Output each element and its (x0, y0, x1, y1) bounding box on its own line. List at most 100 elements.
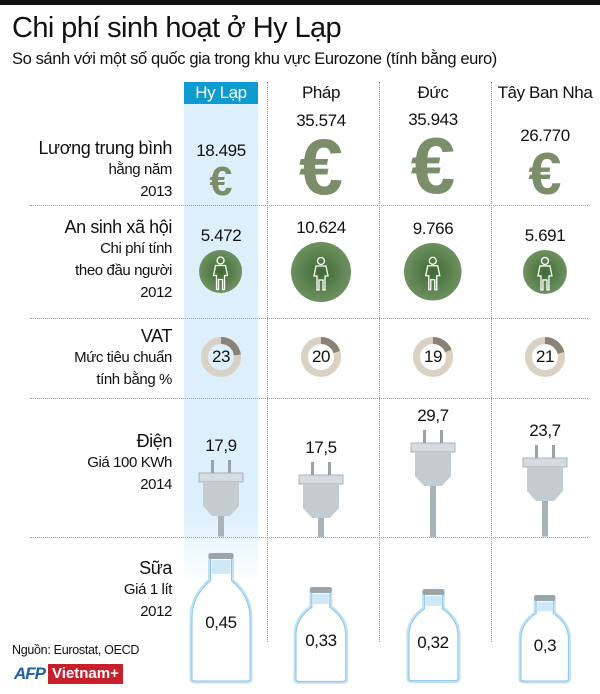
vat-donut-icon (301, 337, 341, 377)
row-label-line: An sinh xã hội (64, 217, 173, 237)
value-label: 5.472 (200, 226, 242, 246)
column-divider (491, 82, 492, 642)
bottle-neck-air (537, 602, 553, 612)
person-icon (291, 242, 351, 302)
row-label-line: 2012 (140, 603, 172, 620)
row-label: VAT Mức tiêu chuẩn tính bằng % (74, 325, 172, 391)
value-label: 19 (423, 347, 443, 366)
donut-slice (220, 337, 241, 356)
value-label: 21 (535, 347, 555, 366)
row-label: Sữa Giá 1 lít 2012 (124, 557, 172, 623)
plug-icon (298, 461, 344, 537)
person-circle (523, 250, 567, 294)
bottle-cap (534, 595, 556, 601)
bottle-neck-air (425, 596, 441, 607)
euro-icon: € (209, 158, 233, 205)
chart-subtitle: So sánh với một số quốc gia trong khu vự… (12, 50, 497, 68)
plug-body (527, 467, 563, 502)
bottle-body (295, 590, 347, 682)
plug-prong (328, 461, 331, 476)
vat-donut-icon (413, 337, 453, 377)
plug-cord (218, 516, 224, 537)
column-divider (379, 82, 380, 642)
bottle-cap (310, 586, 332, 593)
value-label: 9.766 (412, 219, 454, 239)
value-label: 0,32 (417, 632, 449, 652)
value-label: 35.574 (296, 110, 346, 130)
value-label: 35.943 (408, 110, 458, 129)
value-label: 18.495 (196, 141, 246, 161)
vietnamplus-logo: Vietnam+ (48, 664, 123, 684)
value-label: 23 (211, 347, 231, 366)
person-circle (291, 242, 351, 302)
row-label-line: Sữa (139, 558, 172, 578)
row-label-line: Chi phí tính (100, 240, 172, 257)
logo: AFP Vietnam+ (14, 664, 123, 684)
value-label: 0,45 (205, 612, 237, 632)
bottle-neck-air (313, 593, 329, 604)
euro-icon: € (298, 121, 344, 211)
milk-bottle-icon (406, 589, 460, 684)
value-label: 26.770 (520, 126, 570, 146)
plug-prong (440, 429, 443, 444)
plug-cord (430, 485, 436, 537)
person-circle (199, 250, 243, 294)
person-icon (523, 250, 567, 294)
column-header: Pháp (301, 83, 341, 102)
value-label: 29,7 (417, 405, 449, 425)
vat-donut-icon (525, 337, 565, 377)
bottle-cap (422, 589, 444, 596)
row-label-line: Mức tiêu chuẩn (74, 349, 172, 366)
milk-bottle-icon (293, 586, 349, 684)
person-figure (213, 256, 229, 291)
donut-slice (320, 337, 341, 354)
bottle-cap (208, 553, 234, 559)
row-divider (30, 318, 588, 319)
row-label: An sinh xã hội Chi phí tính theo đầu người… (64, 216, 173, 304)
row-label: Lương trung bình hằng năm 2013 (38, 137, 172, 203)
chart-title: Chi phí sinh hoạt ở Hy Lạp (12, 12, 342, 44)
source-note: Nguồn: Eurostat, OECD (12, 643, 140, 657)
plug-cap (410, 442, 456, 453)
donut-slice (432, 337, 452, 353)
plug-cap (198, 473, 244, 483)
column-divider (267, 82, 268, 642)
row-label-line: theo đầu người (75, 262, 172, 279)
person-figure (425, 256, 441, 291)
value-label: 23,7 (529, 421, 561, 441)
euro-icon: € (528, 140, 562, 208)
plug-body (203, 482, 239, 517)
person-figure (313, 256, 329, 291)
afp-logo: AFP (14, 664, 46, 683)
plug-icon (410, 429, 456, 537)
value-label: 17,5 (305, 437, 337, 457)
row-label-line: VAT (140, 326, 173, 346)
plug-icon (522, 445, 568, 537)
row-label-line: hằng năm (108, 161, 172, 178)
row-label-line: Giá 1 lít (123, 581, 172, 598)
bottle-body (191, 556, 251, 682)
row-divider (30, 537, 588, 538)
row-label-line: 2014 (140, 476, 172, 493)
plug-prong (535, 445, 538, 460)
plug-cord (542, 501, 548, 537)
bottle-neck-air (211, 560, 231, 574)
row-label-line: Giá 100 KWh (87, 454, 172, 471)
milk-bottle-icon (518, 595, 572, 684)
plug-cord (318, 517, 324, 537)
person-figure (537, 256, 553, 291)
person-icon (199, 250, 243, 294)
value-label: 0,33 (305, 631, 337, 651)
plug-icon (198, 460, 244, 537)
plug-prong (311, 461, 314, 476)
vat-donut-icon (201, 337, 241, 377)
top-bar (0, 0, 600, 5)
row-label: Điện Giá 100 KWh 2014 (87, 430, 172, 496)
row-label-line: Lương trung bình (38, 138, 172, 158)
value-label: 20 (311, 347, 331, 366)
person-circle (404, 243, 462, 301)
bottle-body (408, 592, 458, 682)
plug-body (415, 451, 451, 486)
plug-prong (211, 460, 214, 475)
